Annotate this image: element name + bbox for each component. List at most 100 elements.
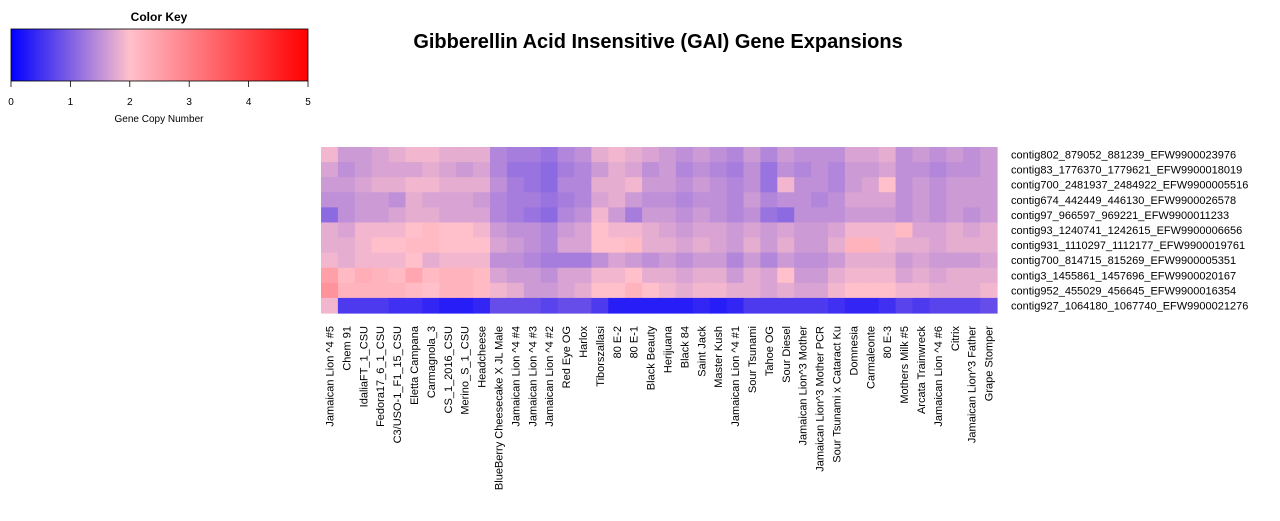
heatmap-cell [743,282,761,299]
heatmap-cell [811,192,829,208]
heatmap-cell [828,207,846,224]
heatmap-cell [439,297,457,314]
column-label: Red Eye OG [561,326,573,388]
heatmap-cell [980,267,998,284]
row-label: contig802_879052_881239_EFW9900023976 [1011,150,1236,162]
heatmap-cell [811,297,829,314]
column-label: Sour Diesel [781,326,793,383]
heatmap-cell [912,207,930,224]
heatmap-cell [523,192,542,208]
heatmap-cell [895,222,914,239]
heatmap-cell [895,147,914,163]
row-label: contig97_966597_969221_EFW9900011233 [1011,210,1229,222]
column-label: Herijuana [662,325,674,373]
heatmap-cell [608,282,626,299]
heatmap-cell [506,147,525,163]
heatmap-cell [743,267,761,284]
heatmap-cell [456,237,474,254]
heatmap-cell [354,192,373,208]
heatmap-cell [321,177,339,193]
heatmap-cell [642,252,660,269]
column-label: Sour Tsunami x Cataract Ku [831,326,843,463]
heatmap-cell [456,177,474,193]
heatmap-cell [828,252,846,269]
heatmap-cell [388,177,407,193]
heatmap-cell [642,162,660,178]
heatmap-cell [946,252,964,269]
heatmap-cell [540,297,559,314]
heatmap-cell [760,177,778,193]
column-label: Harlox [578,326,590,358]
heatmap-cell [490,207,508,224]
heatmap-cell [456,162,474,178]
heatmap-cell [726,162,745,178]
column-label: C3/USO-1_F1_15_CSU [392,326,404,443]
heatmap-cell [861,207,880,224]
heatmap-cell [371,207,390,224]
heatmap-cell [574,147,592,163]
heatmap-cell [946,162,964,178]
row-label: contig674_442449_446130_EFW9900026578 [1011,195,1236,207]
heatmap-cell [540,192,559,208]
heatmap-cell [777,297,795,314]
heatmap-cell [540,252,559,269]
heatmap-cell [675,252,694,269]
column-label: Arcata Trainwreck [916,326,928,415]
row-label: contig700_814715_815269_EFW9900005351 [1011,255,1236,267]
heatmap-cell [405,222,423,239]
heatmap-cell [743,237,761,254]
heatmap-cell [591,237,609,254]
heatmap-cell [794,222,812,239]
heatmap-cell [557,282,576,299]
heatmap-cell [388,252,407,269]
heatmap-cell [371,297,390,314]
heatmap-cell [371,162,390,178]
heatmap-cell [912,162,930,178]
heatmap-cell [321,282,339,299]
heatmap-cell [844,267,863,284]
heatmap-cell [861,192,880,208]
heatmap-cell [506,162,525,178]
heatmap-cell [895,177,914,193]
heatmap-cell [642,297,660,314]
heatmap-cell [692,282,711,299]
heatmap-cell [371,192,390,208]
heatmap-cell [692,207,711,224]
heatmap-cell [878,267,897,284]
heatmap-cell [337,237,356,254]
heatmap-cell [371,237,390,254]
heatmap-cell [844,297,863,314]
heatmap-cell [963,282,981,299]
heatmap-cell [608,297,626,314]
heatmap-cell [675,162,694,178]
heatmap-cell [557,252,576,269]
heatmap-cell [371,177,390,193]
heatmap-cell [439,147,457,163]
column-label: Jamaican Lion^3 Mother [798,326,810,446]
row-label: contig700_2481937_2484922_EFW9900005516 [1011,180,1248,192]
heatmap-cell [709,282,728,299]
heatmap-cell [337,192,356,208]
heatmap-cell [794,237,812,254]
heatmap-cell [929,192,947,208]
heatmap-cell [760,282,778,299]
heatmap-cell [405,267,423,284]
heatmap-cell [354,267,373,284]
column-label: Jamaican Lion ^4 #6 [933,326,945,427]
heatmap-cell [659,177,677,193]
color-key-tick-label: 3 [186,97,192,108]
heatmap-cell [456,147,474,163]
column-label: Sour Tsunami [747,326,759,393]
heatmap-cell [388,282,407,299]
heatmap-cell [811,222,829,239]
heatmap-cell [337,147,356,163]
heatmap-cell [709,207,728,224]
heatmap-cell [878,147,897,163]
heatmap-cell [844,237,863,254]
heatmap-cell [692,177,711,193]
heatmap-cell [608,237,626,254]
heatmap-cell [980,147,998,163]
heatmap-cell [523,237,542,254]
heatmap-cell [878,192,897,208]
